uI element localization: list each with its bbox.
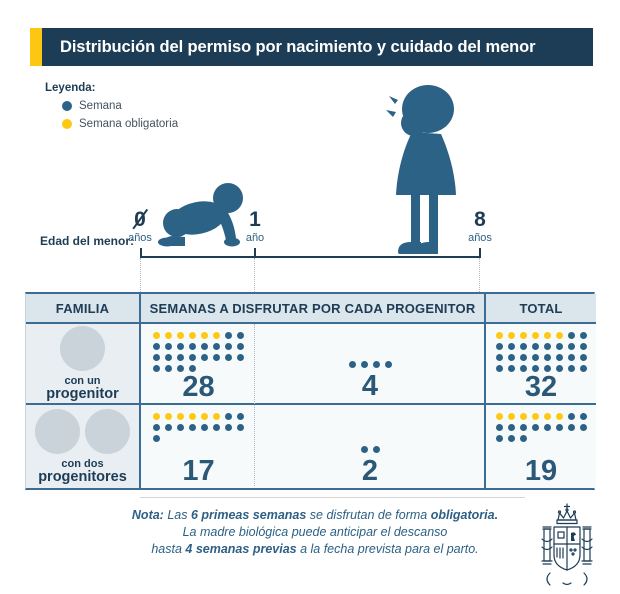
weeks-value-28: 28 (182, 371, 215, 403)
weeks-value-2: 2 (361, 455, 379, 487)
dot-grid-4 (348, 361, 392, 368)
weeks-value-4: 4 (361, 370, 379, 402)
parent-circles-2 (35, 408, 130, 454)
footnote: Nota: Las 6 primeas semanas se disfrutan… (131, 508, 499, 556)
header-total: TOTAL (484, 294, 596, 324)
weeks-value-17: 17 (182, 455, 215, 487)
timeline-tickmark-0 (140, 248, 142, 256)
title-bar: Distribución del permiso por nacimiento … (30, 28, 593, 66)
table-row-2-total: 19 (484, 405, 596, 488)
table-row-2-family: con dos progenitores (26, 405, 139, 488)
dotted-guide-0 (140, 258, 141, 292)
dot-grid-28 (153, 332, 244, 372)
age-tick-0-value: 0 (134, 208, 146, 231)
header-semanas: SEMANAS A DISFRUTAR POR CADA PROGENITOR (139, 294, 484, 324)
family-label-1: con un progenitor (46, 374, 119, 402)
dotted-guide-1-upper (254, 258, 255, 292)
dot-grid-32 (495, 332, 587, 372)
crawling-baby-icon (158, 183, 243, 247)
legend-label-week: Semana (79, 100, 122, 112)
table-row-2-weeks: 17 2 (139, 405, 484, 488)
dot-grid-2 (360, 446, 380, 453)
dot-grid-19 (495, 413, 587, 442)
age-tick-1-unit: año (245, 232, 265, 244)
legend-heading: Leyenda: (45, 82, 96, 94)
legend-item-obligatory-week: Semana obligatoria (62, 118, 178, 130)
title-accent-bar (30, 28, 42, 66)
weeks-table: FAMILIA SEMANAS A DISFRUTAR POR CADA PRO… (25, 292, 596, 490)
table-row-1-family: con un progenitor (26, 324, 139, 405)
age-axis-label: Edad del menor: (39, 234, 134, 248)
age-tick-8-unit: años (468, 232, 492, 244)
total-value-32: 32 (524, 371, 558, 403)
row-2-period-0-1: 17 (141, 405, 256, 488)
legend-label-obligatory-week: Semana obligatoria (79, 118, 179, 130)
page-title: Distribución del permiso por nacimiento … (42, 28, 593, 66)
age-tick-8-value: 8 (474, 208, 486, 231)
spain-coat-of-arms-icon (541, 503, 593, 586)
week-dot-icon (62, 101, 72, 111)
legend-item-week: Semana (62, 100, 178, 112)
row-2-period-1-8: 2 (256, 405, 484, 488)
row-1-period-0-1: 28 (141, 324, 256, 403)
row-1-period-1-8: 4 (256, 324, 484, 403)
obligatory-week-dot-icon (62, 119, 72, 129)
total-value-19: 19 (524, 455, 558, 487)
note-separator (140, 497, 525, 498)
timeline-axis (140, 256, 481, 258)
timeline-tickmark-8 (479, 248, 481, 256)
table-row-1-weeks: 28 4 (139, 324, 484, 405)
parent-circles-1 (60, 325, 105, 371)
dotted-guide-8 (479, 258, 480, 292)
age-tick-8: 8 años (468, 209, 492, 244)
timeline-tickmark-1 (254, 248, 256, 256)
age-tick-0: 0 años (128, 209, 152, 244)
dot-grid-17 (153, 413, 244, 442)
legend: Leyenda: Semana Semana obligatoria (45, 82, 178, 130)
dotted-guide-1-lower (254, 324, 255, 486)
age-tick-1: 1 año (246, 209, 264, 244)
header-familia: FAMILIA (26, 294, 139, 324)
age-tick-0-unit: años (128, 232, 152, 244)
standing-girl-icon (386, 85, 456, 254)
table-row-1-total: 32 (484, 324, 596, 405)
family-label-2: con dos progenitores (38, 457, 127, 485)
age-tick-1-value: 1 (249, 208, 261, 231)
